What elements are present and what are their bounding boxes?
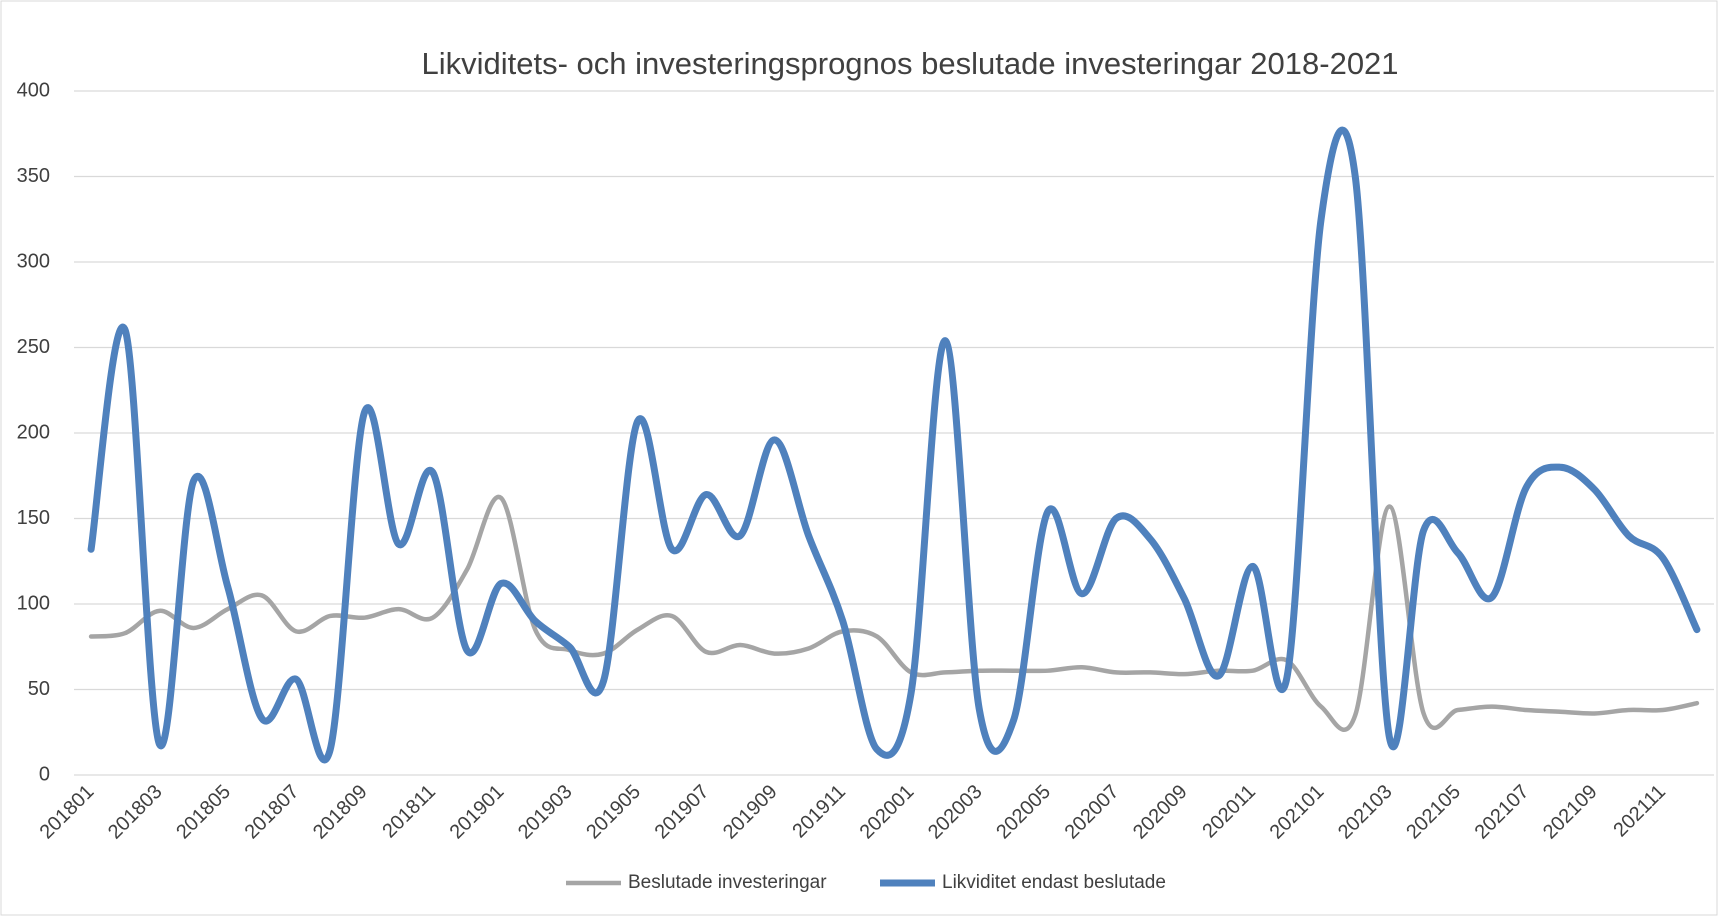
y-tick-label: 250: [17, 336, 50, 358]
y-tick-label: 300: [17, 250, 50, 272]
series-line: [87, 126, 1701, 764]
y-tick-label: 50: [28, 678, 50, 700]
y-tick-label: 400: [17, 79, 50, 101]
legend-label: Likviditet endast beslutade: [942, 872, 1166, 893]
y-tick-label: 0: [39, 763, 50, 785]
y-tick-label: 100: [17, 592, 50, 614]
chart-title: Likviditets- och investeringsprognos bes…: [421, 46, 1398, 81]
y-tick-label: 150: [17, 507, 50, 529]
y-tick-label: 200: [17, 421, 50, 443]
y-tick-label: 350: [17, 165, 50, 187]
legend-label: Beslutade investeringar: [628, 872, 827, 893]
